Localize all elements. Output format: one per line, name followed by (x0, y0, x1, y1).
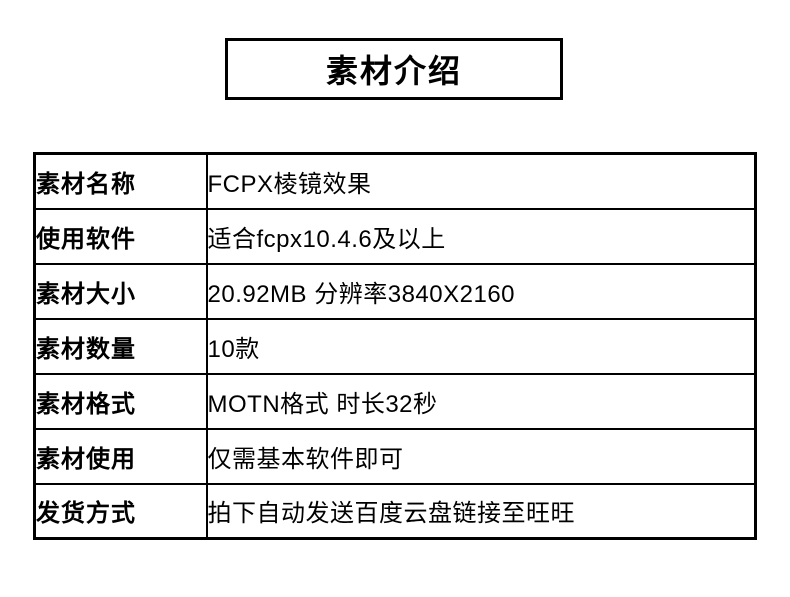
value-cell: MOTN格式 时长32秒 (207, 374, 756, 429)
value-cell: FCPX棱镜效果 (207, 154, 756, 209)
label-cell: 素材大小 (35, 264, 207, 319)
label-cell: 使用软件 (35, 209, 207, 264)
label-cell: 素材数量 (35, 319, 207, 374)
label-cell: 素材格式 (35, 374, 207, 429)
label-cell: 素材名称 (35, 154, 207, 209)
label-cell: 素材使用 (35, 429, 207, 484)
value-cell: 仅需基本软件即可 (207, 429, 756, 484)
title-box: 素材介绍 (225, 38, 563, 100)
value-cell: 拍下自动发送百度云盘链接至旺旺 (207, 484, 756, 539)
table-row: 素材大小 20.92MB 分辨率3840X2160 (35, 264, 756, 319)
table-row: 素材格式 MOTN格式 时长32秒 (35, 374, 756, 429)
page-title: 素材介绍 (326, 46, 462, 92)
table-row: 素材名称 FCPX棱镜效果 (35, 154, 756, 209)
value-cell: 适合fcpx10.4.6及以上 (207, 209, 756, 264)
table-row: 素材数量 10款 (35, 319, 756, 374)
table-row: 使用软件 适合fcpx10.4.6及以上 (35, 209, 756, 264)
table-row: 发货方式 拍下自动发送百度云盘链接至旺旺 (35, 484, 756, 539)
table-row: 素材使用 仅需基本软件即可 (35, 429, 756, 484)
label-cell: 发货方式 (35, 484, 207, 539)
value-cell: 20.92MB 分辨率3840X2160 (207, 264, 756, 319)
info-table: 素材名称 FCPX棱镜效果 使用软件 适合fcpx10.4.6及以上 素材大小 … (33, 152, 757, 540)
value-cell: 10款 (207, 319, 756, 374)
